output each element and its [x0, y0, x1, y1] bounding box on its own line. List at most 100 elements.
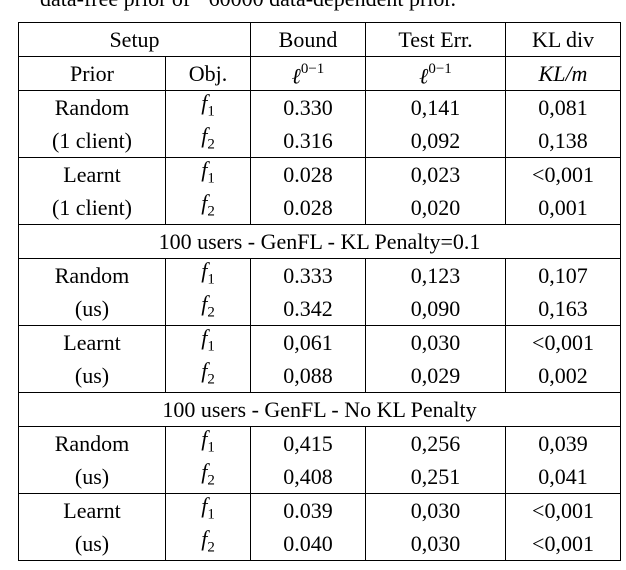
value-cell: 0.028: [250, 157, 366, 191]
value-cell: 0,415: [250, 426, 366, 460]
value-cell: 0,020: [365, 191, 506, 225]
value-cell: 0,107: [505, 258, 621, 292]
math-sup: 0−1: [428, 60, 452, 77]
section-title: 100 users - GenFL - No KL Penalty: [18, 392, 621, 427]
math-base: f: [201, 526, 208, 552]
value-cell: 0,123: [365, 258, 506, 292]
section-row: 100 users - GenFL - No KL Penalty: [18, 392, 621, 427]
math-sup: 0−1: [300, 60, 325, 77]
section-title: 100 users - GenFL - KL Penalty=0.1: [18, 224, 621, 259]
value-cell: 0.333: [250, 258, 366, 292]
data-row: Random f1 0.330 0,141 0,081: [18, 90, 621, 124]
value-cell: 0,030: [365, 527, 506, 561]
value-cell: 0,029: [365, 359, 506, 393]
math-base: f: [201, 459, 208, 485]
prior-cell: Random: [18, 90, 166, 124]
header-cell: ℓ0−1: [365, 56, 506, 91]
value-cell: 0.028: [250, 191, 366, 225]
math-base: f: [201, 190, 208, 216]
data-row: (us) f2 0,088 0,029 0,002: [18, 358, 621, 393]
header-cell: Test Err.: [365, 22, 506, 57]
caption: data-free prior of · 60000 data-dependen…: [40, 0, 456, 12]
math-sub: 1: [207, 439, 215, 456]
value-cell: 0,090: [365, 292, 506, 326]
math-base: f: [201, 90, 208, 116]
obj-cell: f1: [165, 426, 251, 460]
math-base: f: [201, 157, 208, 183]
math-sub: 2: [207, 136, 215, 153]
math-sub: 2: [207, 203, 215, 220]
value-cell: 0,408: [250, 460, 366, 494]
math-sub: 1: [207, 338, 215, 355]
data-row: Random f1 0,415 0,256 0,039: [18, 426, 621, 460]
header-cell: KL/m: [505, 56, 621, 91]
obj-cell: f2: [165, 291, 251, 326]
value-cell: 0,023: [365, 157, 506, 191]
value-cell: 0,030: [365, 493, 506, 527]
prior-cell: (1 client): [18, 124, 166, 158]
math-sub: 1: [207, 170, 215, 187]
section-row: 100 users - GenFL - KL Penalty=0.1: [18, 224, 621, 259]
math-base: f: [201, 123, 208, 149]
obj-cell: f1: [165, 325, 251, 359]
data-row: (us) f2 0.342 0,090 0,163: [18, 291, 621, 326]
prior-cell: Learnt: [18, 325, 166, 359]
value-cell: 0,081: [505, 90, 621, 124]
obj-cell: f1: [165, 493, 251, 527]
value-cell: 0.342: [250, 292, 366, 326]
header-cell: KL div: [505, 22, 621, 57]
value-cell: <0,001: [505, 493, 621, 527]
prior-cell: (us): [18, 292, 166, 326]
value-cell: <0,001: [505, 527, 621, 561]
obj-cell: f2: [165, 123, 251, 158]
math-sub: 1: [207, 103, 215, 120]
math-base: ℓ: [291, 63, 301, 89]
math-base: f: [201, 325, 208, 351]
results-table: Setup Bound Test Err. KL div Prior Obj. ℓ0−1 ℓ0…: [18, 22, 621, 561]
value-cell: 0.316: [250, 124, 366, 158]
value-cell: 0,061: [250, 325, 366, 359]
math-base: f: [201, 358, 208, 384]
math-sub: 2: [207, 371, 215, 388]
prior-cell: (1 client): [18, 191, 166, 225]
obj-cell: f2: [165, 459, 251, 494]
math-sub: 2: [207, 304, 215, 321]
data-row: (us) f2 0,408 0,251 0,041: [18, 459, 621, 494]
prior-cell: Learnt: [18, 157, 166, 191]
math-base: f: [201, 258, 208, 284]
value-cell: <0,001: [505, 325, 621, 359]
value-cell: 0,141: [365, 90, 506, 124]
math-base: f: [201, 493, 208, 519]
data-row: Learnt f1 0.028 0,023 <0,001: [18, 157, 621, 191]
prior-cell: Random: [18, 426, 166, 460]
prior-cell: Learnt: [18, 493, 166, 527]
value-cell: 0.330: [250, 90, 366, 124]
header-cell: ℓ0−1: [250, 56, 366, 91]
prior-cell: Random: [18, 258, 166, 292]
value-cell: 0,088: [250, 359, 366, 393]
prior-cell: (us): [18, 359, 166, 393]
math-base: ℓ: [419, 63, 429, 89]
math-sub: 2: [207, 539, 215, 556]
math-sub: 2: [207, 472, 215, 489]
data-row: (1 client) f2 0.316 0,092 0,138: [18, 123, 621, 158]
value-cell: <0,001: [505, 157, 621, 191]
data-row: (1 client) f2 0.028 0,020 0,001: [18, 190, 621, 225]
value-cell: 0,092: [365, 124, 506, 158]
data-row: Learnt f1 0.039 0,030 <0,001: [18, 493, 621, 527]
math-base: f: [201, 291, 208, 317]
data-row: (us) f2 0.040 0,030 <0,001: [18, 526, 621, 561]
header-row: Prior Obj. ℓ0−1 ℓ0−1 KL/m: [18, 56, 621, 91]
header-cell: Bound: [250, 22, 366, 57]
header-row: Setup Bound Test Err. KL div: [18, 22, 621, 57]
value-cell: 0,041: [505, 460, 621, 494]
table-body: Setup Bound Test Err. KL div Prior Obj. ℓ0−1 ℓ0…: [18, 22, 621, 561]
value-cell: 0.040: [250, 527, 366, 561]
data-row: Random f1 0.333 0,123 0,107: [18, 258, 621, 292]
obj-cell: f1: [165, 157, 251, 191]
header-cell: Obj.: [165, 56, 251, 91]
prior-cell: (us): [18, 527, 166, 561]
obj-cell: f2: [165, 526, 251, 561]
header-cell: Setup: [18, 22, 251, 57]
